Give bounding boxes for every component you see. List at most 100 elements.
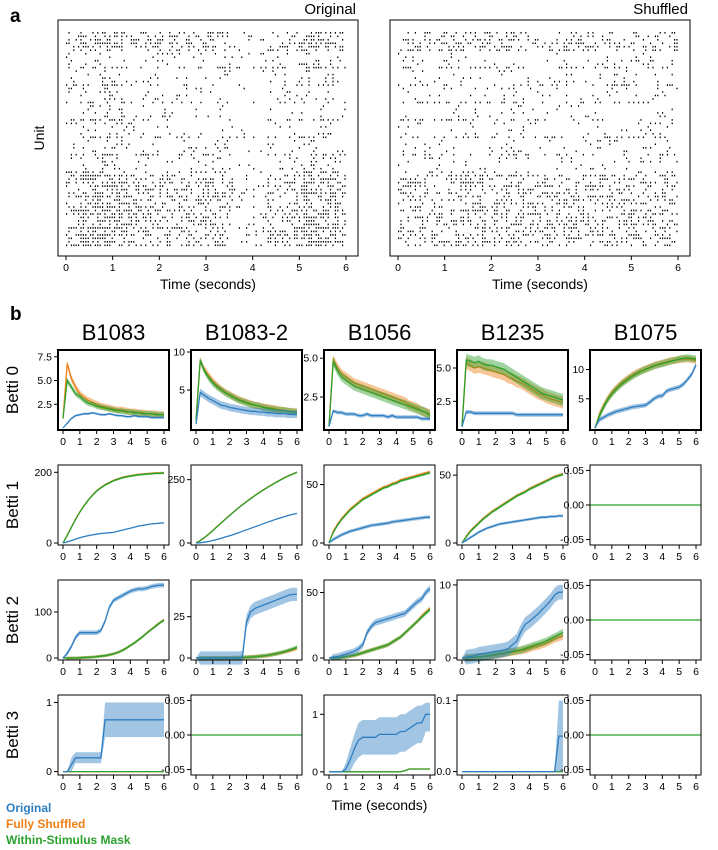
series-line-mask xyxy=(328,361,431,427)
x-tick-label: 3 xyxy=(377,551,383,563)
betti-panel: 2.5 5.0 0 1 2 3 4 5 6 xyxy=(303,349,436,448)
betti-grid: B1083 B1083-2 B1056 B1235 B1075 Betti 0 Betti … xyxy=(3,320,702,813)
x-tick-label: 5 xyxy=(543,436,549,448)
y-tick-label: 5.0 xyxy=(37,375,52,387)
x-tick-label: 1 xyxy=(210,781,216,793)
raster-original: Original 0 1 2 3 4 5 6 Time (seconds) Unit xyxy=(31,1,359,292)
y-tick-label: 0.00 xyxy=(564,615,585,627)
x-tick-label: 0 xyxy=(60,781,66,793)
x-tick-label: 5 xyxy=(296,262,302,274)
band-shuffled xyxy=(329,606,430,660)
x-tick-label: 3 xyxy=(244,551,250,563)
x-tick-label: 4 xyxy=(250,262,256,274)
y-tick-label: 5 xyxy=(578,393,584,405)
x-tick-label: 1 xyxy=(77,551,83,563)
x-tick-label: 2 xyxy=(626,781,632,793)
series-line-shuffled xyxy=(328,357,431,427)
x-tick-label: 2 xyxy=(360,781,366,793)
y-tick-label: 0.00 xyxy=(564,500,585,512)
x-tick-label: 5 xyxy=(628,262,634,274)
y-tick-label: 0.05 xyxy=(564,695,585,707)
y-tick-label: 250 xyxy=(167,474,185,486)
betti-panel: 2.5 5.0 0 1 2 3 4 5 6 xyxy=(436,349,569,448)
x-tick-label: 4 xyxy=(526,781,532,793)
x-tick-label: 5 xyxy=(410,781,416,793)
x-tick-label: 1 xyxy=(210,666,216,678)
band-shuffled xyxy=(63,360,164,419)
series-line-shuffled xyxy=(461,361,564,427)
x-tick-label: 5 xyxy=(277,666,283,678)
y-tick-label: 10 xyxy=(572,364,584,376)
series-line-mask xyxy=(462,631,564,659)
x-tick-label: 5 xyxy=(277,551,283,563)
x-tick-label: 3 xyxy=(377,781,383,793)
y-tick-label: -0.05 xyxy=(560,764,584,776)
x-tick-label: 1 xyxy=(343,436,349,448)
x-tick-label: 2 xyxy=(94,436,100,448)
series-line-original xyxy=(461,515,563,544)
grid-x-axis-label: Time (seconds) xyxy=(332,797,428,813)
x-tick-label: 0 xyxy=(60,666,66,678)
y-tick-label: 50 xyxy=(439,470,451,482)
x-tick-label: 0 xyxy=(592,781,598,793)
x-tick-label: 1 xyxy=(343,551,349,563)
band-original xyxy=(63,702,164,772)
band-shuffled xyxy=(462,632,563,662)
band-original xyxy=(462,514,563,543)
x-tick-label: 6 xyxy=(560,666,566,678)
x-tick-label: 3 xyxy=(203,262,209,274)
x-tick-label: 0 xyxy=(592,436,598,448)
x-tick-label: 2 xyxy=(626,666,632,678)
series-line-mask xyxy=(329,609,431,659)
y-tick-label: 5.0 xyxy=(303,353,318,365)
x-tick-label: 4 xyxy=(393,436,399,448)
band-mask xyxy=(329,356,430,427)
series-line-mask xyxy=(328,472,431,544)
x-tick-label: 3 xyxy=(510,551,516,563)
x-tick-label: 6 xyxy=(693,666,699,678)
column-title: B1083-2 xyxy=(205,320,288,345)
y-axis-label: Unit xyxy=(31,125,47,150)
x-tick-label: 4 xyxy=(393,781,399,793)
spike-raster xyxy=(398,32,678,247)
x-tick-label: 6 xyxy=(161,436,167,448)
x-tick-label: 2 xyxy=(626,436,632,448)
x-tick-label: 6 xyxy=(427,781,433,793)
band-original xyxy=(329,702,430,772)
betti-panel: 010 1 2 3 4 5 6 xyxy=(312,694,436,793)
x-tick-label: 4 xyxy=(127,551,133,563)
raster-title: Original xyxy=(304,1,356,18)
series-line-shuffled xyxy=(63,619,165,659)
series-line-original xyxy=(461,411,563,427)
x-tick-label: 4 xyxy=(393,666,399,678)
x-tick-label: 1 xyxy=(210,551,216,563)
series-line-original xyxy=(196,593,297,659)
row-label: Betti 0 xyxy=(3,366,22,414)
band-mask xyxy=(63,377,164,419)
x-tick-label: 1 xyxy=(210,436,216,448)
series-line-original xyxy=(62,412,164,429)
y-tick-label: 7.5 xyxy=(37,351,52,363)
band-original xyxy=(462,410,563,427)
x-tick-label: 4 xyxy=(260,436,266,448)
x-tick-label: 4 xyxy=(127,781,133,793)
x-tick-label: 6 xyxy=(427,666,433,678)
band-original xyxy=(329,585,430,661)
band-original xyxy=(462,700,563,772)
series-line-mask xyxy=(63,619,165,659)
x-tick-label: 3 xyxy=(111,781,117,793)
x-tick-label: 5 xyxy=(277,781,283,793)
x-tick-label: 0 xyxy=(193,781,199,793)
y-tick-label: 2.5 xyxy=(436,396,451,408)
x-tick-label: 4 xyxy=(659,781,665,793)
series-line-mask xyxy=(329,768,430,773)
x-tick-label: 3 xyxy=(111,666,117,678)
y-tick-label: 50 xyxy=(306,479,318,491)
betti-panel: -0.050.000.050 1 2 3 4 5 6 xyxy=(560,464,702,563)
panel-letter-b: b xyxy=(10,304,22,325)
